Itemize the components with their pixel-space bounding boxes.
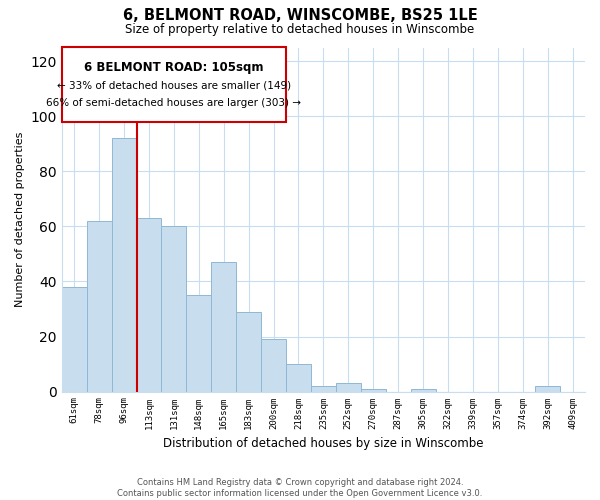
- Bar: [62, 287, 87, 392]
- Bar: [261, 340, 286, 392]
- Text: Contains HM Land Registry data © Crown copyright and database right 2024.
Contai: Contains HM Land Registry data © Crown c…: [118, 478, 482, 498]
- Bar: [62, 48, 286, 122]
- Bar: [311, 386, 336, 392]
- Text: ← 33% of detached houses are smaller (149): ← 33% of detached houses are smaller (14…: [57, 80, 291, 90]
- Bar: [410, 389, 436, 392]
- Bar: [161, 226, 187, 392]
- Bar: [112, 138, 137, 392]
- Bar: [137, 218, 161, 392]
- Bar: [535, 386, 560, 392]
- Text: 66% of semi-detached houses are larger (303) →: 66% of semi-detached houses are larger (…: [46, 98, 301, 108]
- Y-axis label: Number of detached properties: Number of detached properties: [15, 132, 25, 307]
- X-axis label: Distribution of detached houses by size in Winscombe: Distribution of detached houses by size …: [163, 437, 484, 450]
- Bar: [236, 312, 261, 392]
- Bar: [286, 364, 311, 392]
- Text: 6 BELMONT ROAD: 105sqm: 6 BELMONT ROAD: 105sqm: [84, 62, 263, 74]
- Bar: [361, 389, 386, 392]
- Bar: [87, 221, 112, 392]
- Bar: [187, 295, 211, 392]
- Text: 6, BELMONT ROAD, WINSCOMBE, BS25 1LE: 6, BELMONT ROAD, WINSCOMBE, BS25 1LE: [122, 8, 478, 22]
- Text: Size of property relative to detached houses in Winscombe: Size of property relative to detached ho…: [125, 22, 475, 36]
- Bar: [211, 262, 236, 392]
- Bar: [336, 384, 361, 392]
